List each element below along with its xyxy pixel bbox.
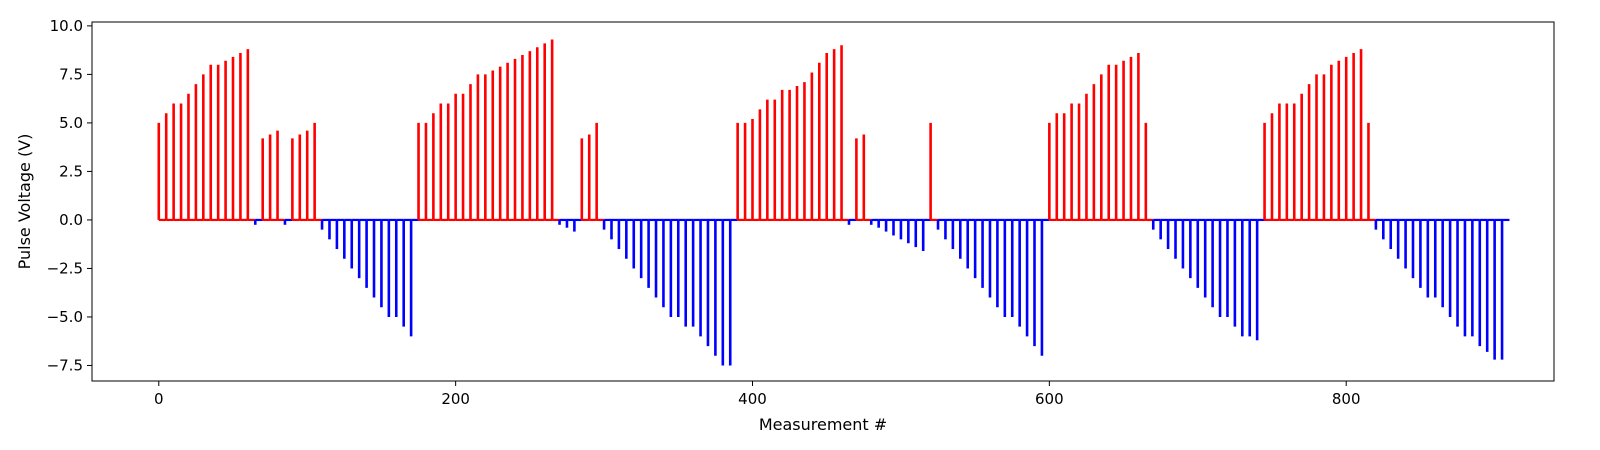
x-axis-label: Measurement # [759, 415, 887, 434]
y-tick-label: −5.0 [47, 308, 83, 326]
y-tick-label: −7.5 [47, 356, 83, 374]
y-tick-label: 5.0 [59, 114, 83, 132]
y-tick-label: 10.0 [50, 17, 83, 35]
x-tick-label: 400 [738, 390, 767, 408]
y-tick-label: 7.5 [59, 65, 83, 83]
x-tick-label: 600 [1035, 390, 1064, 408]
y-tick-label: −2.5 [47, 259, 83, 277]
x-tick-label: 200 [441, 390, 470, 408]
x-axis: 0 200 400 600 800 [154, 381, 1361, 408]
x-tick-label: 800 [1332, 390, 1361, 408]
y-tick-label: 2.5 [59, 162, 83, 180]
stems-layer [157, 39, 1504, 366]
y-tick-label: 0.0 [59, 211, 83, 229]
y-axis: −7.5 −5.0 −2.5 0.0 2.5 5.0 7.5 10.0 [47, 17, 92, 374]
y-axis-label: Pulse Voltage (V) [15, 134, 34, 270]
x-tick-label: 0 [154, 390, 164, 408]
plot-frame [91, 21, 1555, 382]
